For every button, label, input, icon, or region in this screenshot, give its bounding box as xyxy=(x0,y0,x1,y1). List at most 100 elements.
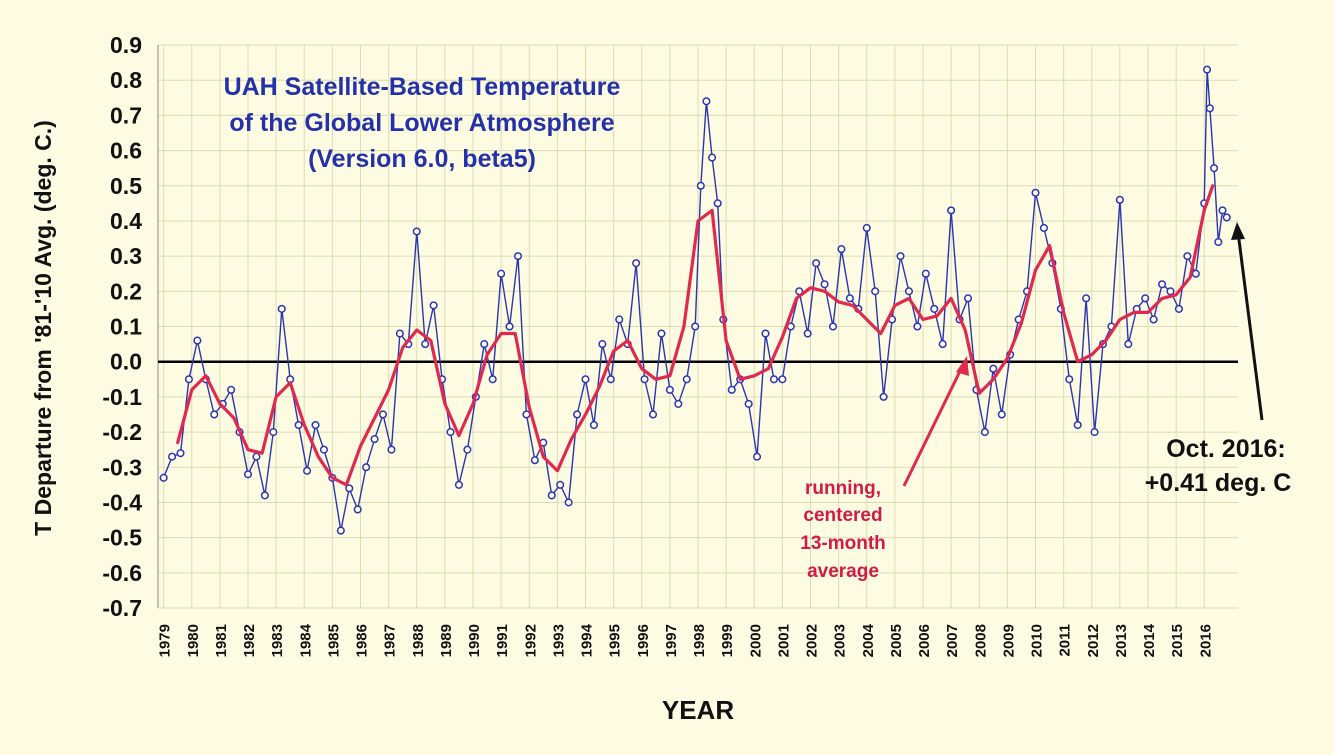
monthly-point xyxy=(879,392,888,401)
y-tick-label: 0.9 xyxy=(110,32,142,58)
monthly-point xyxy=(980,428,989,437)
x-tick-label: 1997 xyxy=(663,624,680,657)
monthly-point xyxy=(319,445,328,454)
monthly-point xyxy=(657,329,666,338)
monthly-point xyxy=(702,97,711,106)
monthly-point xyxy=(727,385,736,394)
monthly-point xyxy=(1222,213,1231,222)
monthly-point xyxy=(904,287,913,296)
monthly-point xyxy=(421,340,430,349)
monthly-point xyxy=(820,280,829,289)
monthly-point xyxy=(260,491,269,500)
y-tick-label: 0.2 xyxy=(110,278,142,304)
monthly-point xyxy=(938,340,947,349)
monthly-point xyxy=(778,375,787,384)
monthly-point xyxy=(547,491,556,500)
x-tick-label: 1981 xyxy=(213,624,230,657)
monthly-point xyxy=(947,206,956,215)
monthly-point xyxy=(862,223,871,233)
monthly-point xyxy=(345,484,354,493)
x-tick-label: 2014 xyxy=(1141,623,1158,657)
monthly-point xyxy=(227,385,236,394)
y-tick-label: -0.5 xyxy=(102,525,142,551)
running-average-line xyxy=(176,184,1215,487)
latest-value-label-line-1: Oct. 2016: xyxy=(1166,435,1286,463)
monthly-point xyxy=(1141,294,1150,303)
x-tick-label: 2005 xyxy=(888,624,905,657)
x-tick-label: 2001 xyxy=(775,624,792,657)
monthly-point xyxy=(446,428,455,437)
chart-title-line-1: UAH Satellite-Based Temperature xyxy=(224,73,621,101)
monthly-point xyxy=(1039,223,1048,233)
latest-value-arrow-shaft xyxy=(1236,231,1264,421)
y-tick-label: 0.7 xyxy=(110,102,142,128)
x-tick-label: 1980 xyxy=(185,624,202,657)
monthly-point xyxy=(463,445,472,454)
x-tick-label: 1985 xyxy=(325,624,342,657)
monthly-point xyxy=(615,315,624,324)
monthly-point xyxy=(573,410,582,419)
monthly-point xyxy=(930,304,939,313)
monthly-point xyxy=(1115,195,1124,204)
y-tick-label: 0.5 xyxy=(110,173,142,199)
running-average-label-line-4: average xyxy=(807,561,879,582)
monthly-point xyxy=(708,153,717,162)
monthly-point xyxy=(1191,269,1200,278)
monthly-point xyxy=(665,385,674,394)
x-tick-label: 2009 xyxy=(1000,624,1017,657)
x-tick-label: 1982 xyxy=(241,624,258,657)
chart-title-line-3: (Version 6.0, beta5) xyxy=(308,145,536,173)
monthly-point xyxy=(691,322,700,331)
monthly-point xyxy=(252,452,261,461)
monthly-point xyxy=(648,410,658,419)
x-tick-label: 2006 xyxy=(916,624,933,657)
monthly-point xyxy=(1174,304,1183,313)
x-tick-label: 1983 xyxy=(269,624,286,657)
monthly-point xyxy=(997,410,1006,419)
monthly-point xyxy=(674,399,683,408)
x-tick-label: 2000 xyxy=(747,624,764,657)
monthly-point xyxy=(412,227,421,236)
monthly-point xyxy=(277,304,286,313)
monthly-point xyxy=(913,322,922,331)
monthly-point xyxy=(1073,420,1082,430)
y-tick-label: 0.6 xyxy=(110,138,142,164)
monthly-point xyxy=(744,399,753,408)
y-tick-label: 0.0 xyxy=(110,349,142,375)
monthly-point xyxy=(753,452,762,461)
monthly-point xyxy=(1065,375,1074,384)
monthly-point xyxy=(362,463,371,472)
monthly-point xyxy=(564,498,573,507)
monthly-point xyxy=(1082,294,1091,303)
x-tick-label: 1987 xyxy=(382,624,399,657)
monthly-point xyxy=(1205,104,1214,113)
monthly-point xyxy=(837,245,846,254)
x-tick-label: 1992 xyxy=(522,624,539,657)
monthly-point xyxy=(682,375,691,384)
monthly-point xyxy=(606,375,615,384)
x-tick-label: 2012 xyxy=(1085,624,1102,657)
monthly-point xyxy=(387,445,396,454)
monthly-point xyxy=(963,294,973,303)
monthly-point xyxy=(589,420,598,430)
monthly-point xyxy=(497,269,506,278)
y-tick-label: -0.1 xyxy=(102,384,142,410)
x-tick-label: 2011 xyxy=(1057,624,1074,657)
monthly-point xyxy=(871,287,880,296)
monthly-point xyxy=(1031,188,1040,197)
running-average-label-line-3: 13-month xyxy=(800,533,886,554)
x-tick-label: 1989 xyxy=(438,624,455,657)
monthly-point xyxy=(488,375,497,384)
x-tick-label: 1990 xyxy=(466,624,483,657)
running-average-label-line-1: running, xyxy=(805,478,881,499)
x-tick-label: 1986 xyxy=(354,624,371,657)
monthly-point xyxy=(168,452,177,461)
monthly-point xyxy=(761,329,770,338)
chart-title-line-2: of the Global Lower Atmosphere xyxy=(229,109,614,137)
y-tick-label: -0.3 xyxy=(102,454,142,480)
monthly-point xyxy=(989,364,998,373)
monthly-point xyxy=(294,420,303,430)
monthly-point xyxy=(640,375,649,384)
monthly-point xyxy=(353,505,362,514)
latest-value-arrow-head xyxy=(1231,222,1245,240)
